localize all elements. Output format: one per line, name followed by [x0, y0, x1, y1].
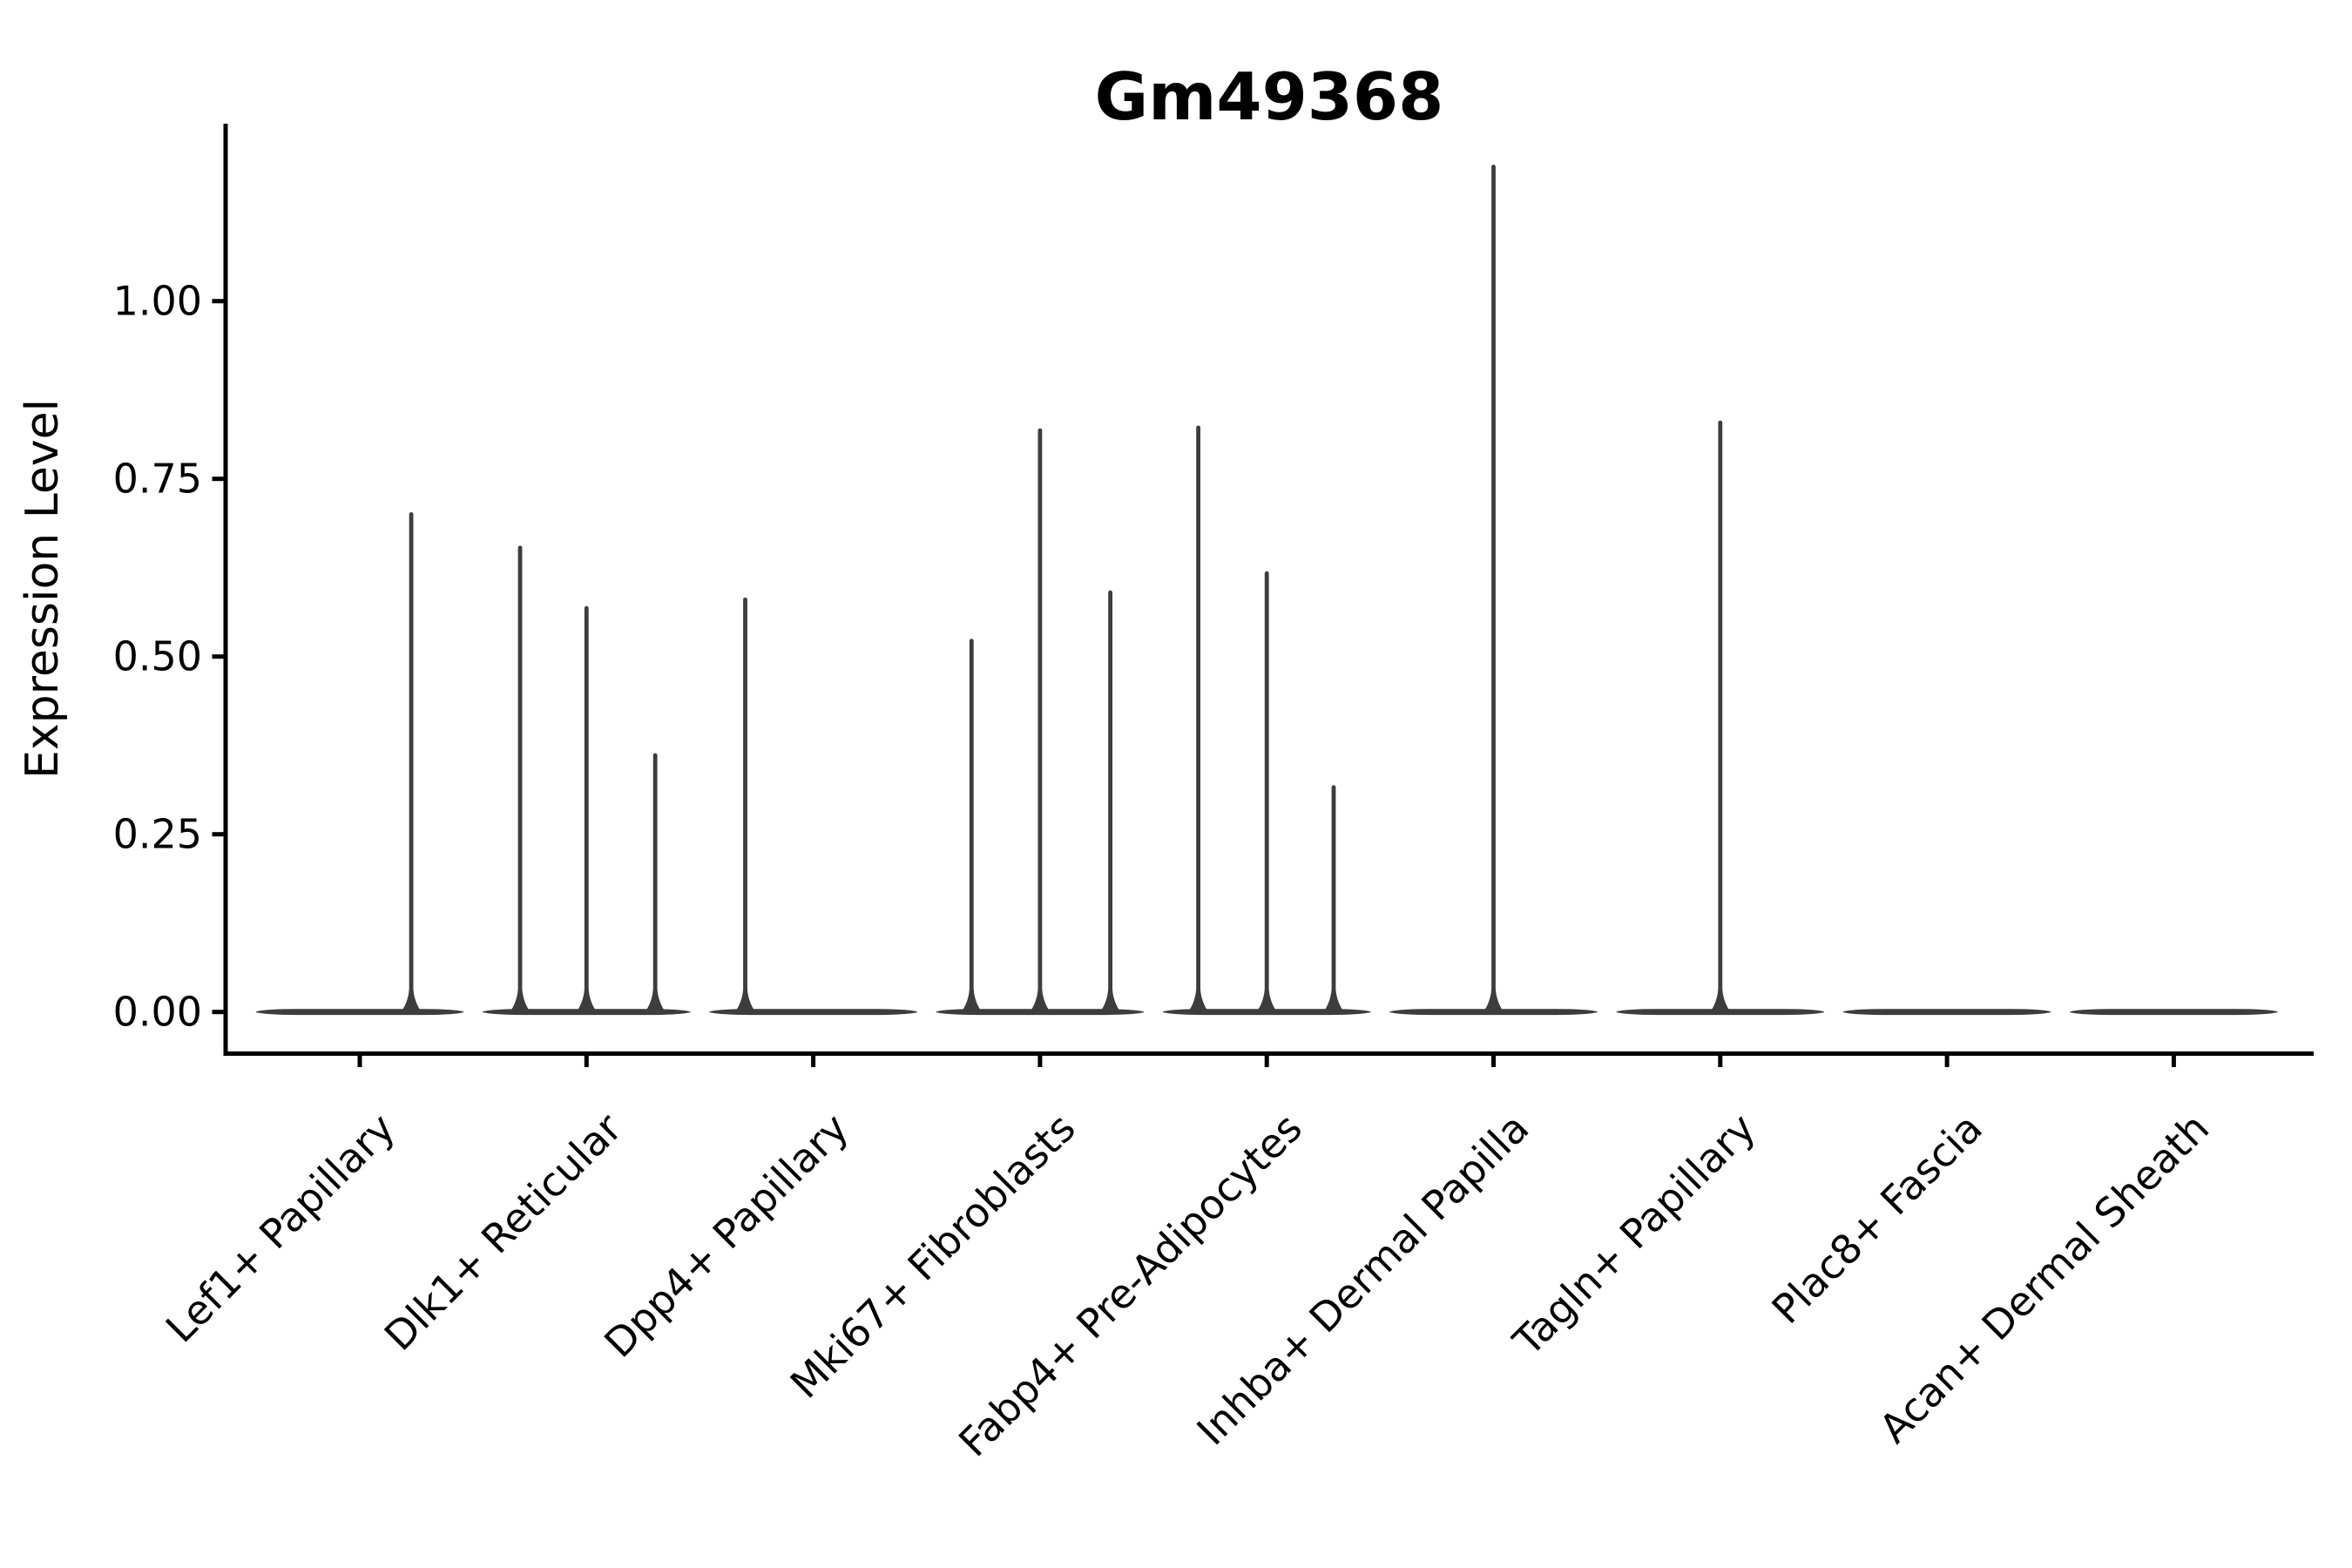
violin-group	[255, 512, 464, 1016]
chart-title: Gm49368	[1095, 58, 1444, 135]
x-tick-label: Dpp4+ Papillary	[595, 1105, 857, 1367]
violin-group	[1389, 165, 1598, 1016]
violin-body	[255, 1009, 464, 1016]
violin-group	[709, 597, 917, 1016]
y-tick-label: 0.50	[113, 633, 202, 680]
violin-group	[1842, 1009, 2051, 1016]
x-tick-label: Tagln+ Papillary	[1504, 1105, 1765, 1366]
y-tick-label: 1.00	[113, 278, 202, 325]
y-tick-label: 0.75	[113, 456, 202, 503]
violin-group	[483, 545, 691, 1016]
violin-body	[483, 1009, 691, 1016]
violin-body	[1842, 1009, 2051, 1016]
violin-group	[1616, 420, 1825, 1016]
violin-group	[1162, 425, 1371, 1016]
violin-body	[1616, 1009, 1825, 1016]
x-tick-label: Plac8+ Fascia	[1762, 1105, 1990, 1333]
x-tick-label: Dlk1+ Reticular	[375, 1105, 631, 1360]
violin-body	[2070, 1009, 2278, 1016]
violin-body	[1389, 1009, 1598, 1016]
x-tick-label: Lef1+ Papillary	[157, 1105, 404, 1352]
y-tick-label: 0.00	[113, 989, 202, 1036]
violin-group	[2070, 1009, 2278, 1016]
y-axis-label: Expression Level	[17, 399, 69, 779]
y-tick-label: 0.25	[113, 811, 202, 858]
violin-group	[936, 428, 1145, 1016]
